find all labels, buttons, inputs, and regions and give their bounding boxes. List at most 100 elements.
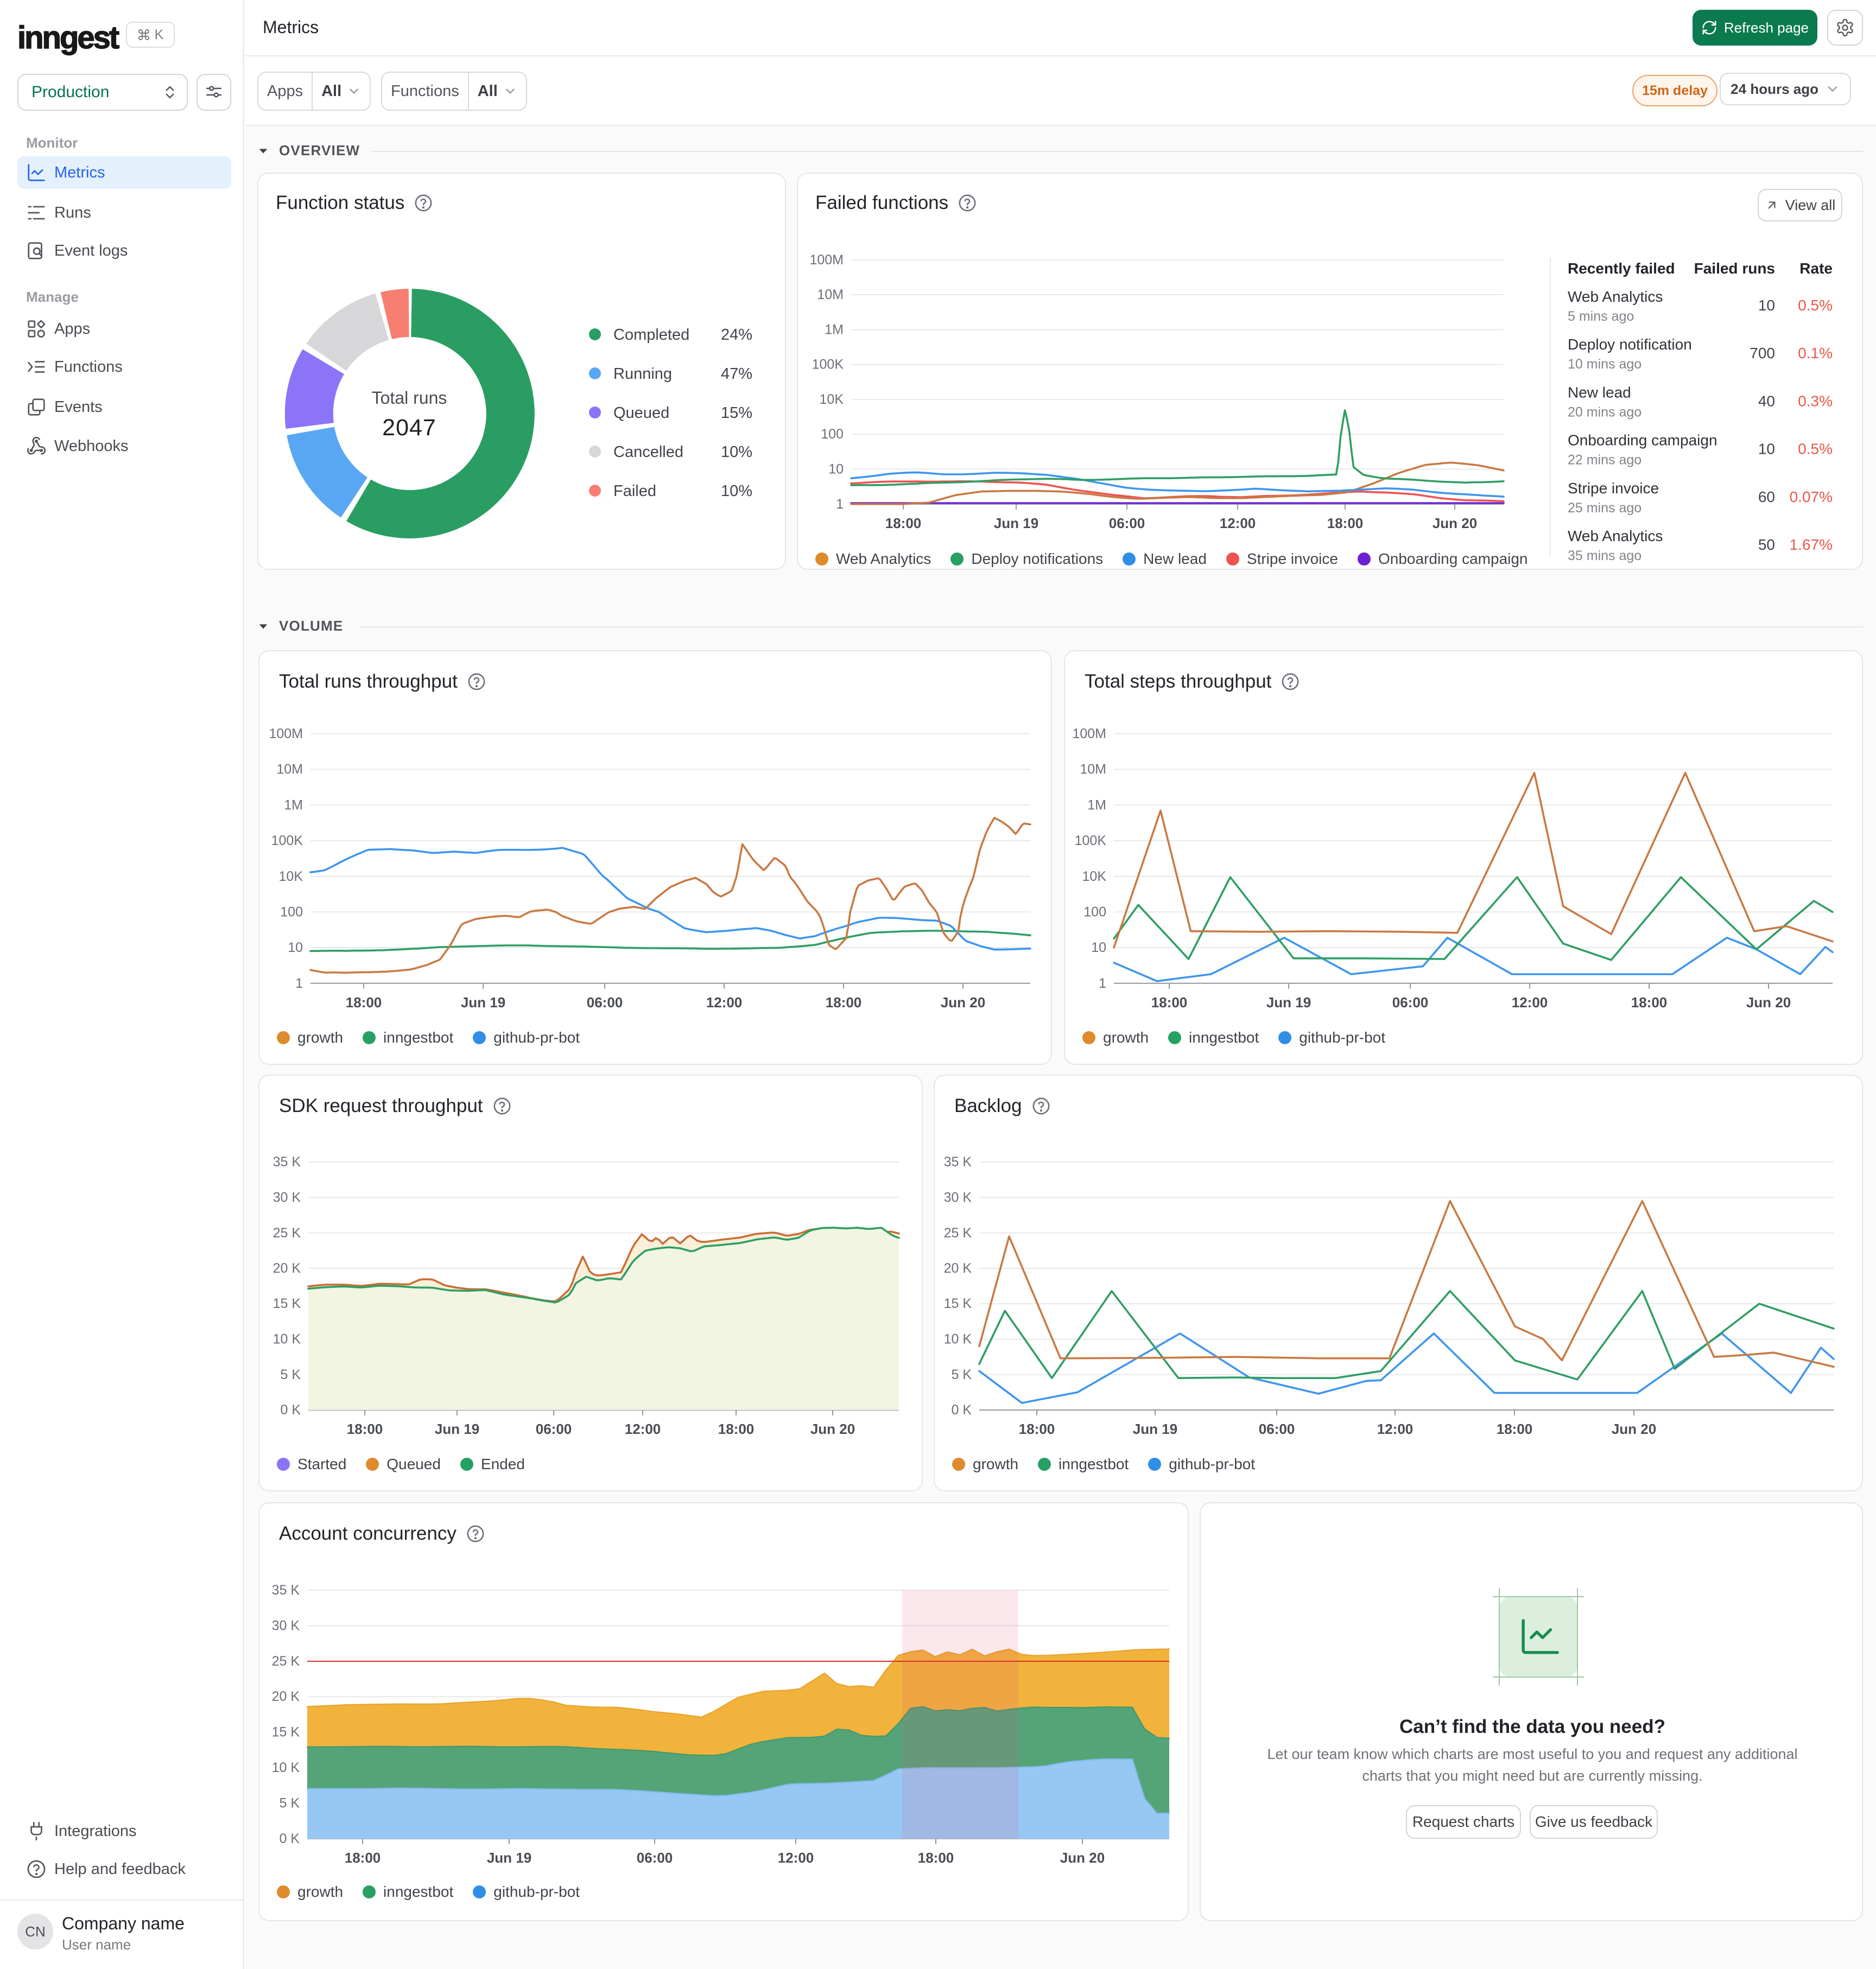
svg-text:12:00: 12:00: [1220, 515, 1256, 531]
svg-text:Jun 19: Jun 19: [1266, 994, 1311, 1011]
svg-text:Jun 20: Jun 20: [810, 1421, 855, 1437]
svg-text:30 K: 30 K: [273, 1190, 301, 1205]
svg-text:100K: 100K: [1075, 833, 1107, 848]
svg-text:New lead: New lead: [1568, 384, 1631, 401]
svg-text:10%: 10%: [721, 482, 752, 500]
svg-text:18:00: 18:00: [1151, 994, 1188, 1011]
svg-text:10: 10: [1091, 940, 1106, 955]
svg-text:18:00: 18:00: [1631, 994, 1668, 1011]
svg-text:0.5%: 0.5%: [1798, 297, 1833, 314]
svg-text:Failed: Failed: [613, 482, 656, 500]
svg-text:50: 50: [1758, 536, 1775, 553]
svg-text:0.07%: 0.07%: [1790, 488, 1833, 505]
svg-text:06:00: 06:00: [1109, 515, 1145, 531]
svg-text:10M: 10M: [276, 762, 303, 777]
svg-text:100: 100: [821, 427, 844, 442]
svg-text:10K: 10K: [1082, 869, 1107, 884]
svg-text:20 K: 20 K: [273, 1261, 301, 1276]
svg-text:10: 10: [1758, 441, 1775, 458]
svg-text:47%: 47%: [721, 365, 752, 383]
svg-text:30 K: 30 K: [944, 1190, 972, 1205]
svg-text:Web Analytics: Web Analytics: [1568, 288, 1663, 305]
svg-text:12:00: 12:00: [1512, 994, 1548, 1011]
svg-text:20 K: 20 K: [944, 1261, 972, 1276]
svg-text:1.67%: 1.67%: [1790, 536, 1833, 553]
svg-text:18:00: 18:00: [345, 1850, 381, 1866]
svg-text:35 K: 35 K: [944, 1154, 972, 1170]
svg-text:12:00: 12:00: [778, 1850, 814, 1866]
svg-text:Onboarding campaign: Onboarding campaign: [1568, 432, 1717, 449]
svg-text:40: 40: [1758, 392, 1775, 409]
svg-text:5 K: 5 K: [951, 1367, 972, 1382]
svg-text:25 K: 25 K: [273, 1225, 301, 1241]
svg-text:Cancelled: Cancelled: [613, 443, 683, 461]
svg-text:24%: 24%: [721, 326, 752, 344]
svg-text:15%: 15%: [721, 404, 752, 422]
svg-text:06:00: 06:00: [637, 1850, 673, 1866]
svg-text:60: 60: [1758, 488, 1775, 505]
svg-text:Recently failed: Recently failed: [1568, 260, 1675, 277]
svg-text:10K: 10K: [279, 869, 303, 884]
svg-text:Jun 19: Jun 19: [435, 1421, 479, 1437]
svg-text:0 K: 0 K: [280, 1402, 301, 1418]
svg-text:Jun 20: Jun 20: [1746, 994, 1791, 1011]
svg-text:5 K: 5 K: [279, 1795, 300, 1811]
svg-text:20 mins ago: 20 mins ago: [1568, 404, 1642, 420]
svg-text:Total runs: Total runs: [372, 388, 447, 408]
svg-text:18:00: 18:00: [1019, 1421, 1055, 1437]
svg-text:1: 1: [1099, 976, 1106, 991]
svg-text:0 K: 0 K: [279, 1831, 300, 1846]
svg-text:18:00: 18:00: [346, 994, 382, 1011]
svg-text:18:00: 18:00: [718, 1421, 755, 1437]
svg-text:10 K: 10 K: [273, 1332, 301, 1347]
svg-text:Rate: Rate: [1799, 260, 1833, 277]
svg-text:15 K: 15 K: [273, 1296, 301, 1311]
svg-text:1M: 1M: [284, 797, 303, 812]
svg-text:100M: 100M: [1072, 726, 1106, 741]
svg-text:10: 10: [828, 461, 844, 477]
svg-text:10 mins ago: 10 mins ago: [1568, 357, 1642, 372]
svg-text:0.3%: 0.3%: [1798, 392, 1833, 409]
svg-text:Failed runs: Failed runs: [1694, 260, 1775, 277]
svg-text:1M: 1M: [825, 322, 844, 337]
svg-text:Jun 19: Jun 19: [994, 515, 1038, 531]
svg-text:15 K: 15 K: [944, 1296, 972, 1311]
svg-text:Jun 20: Jun 20: [941, 994, 985, 1011]
svg-text:10 K: 10 K: [944, 1332, 972, 1347]
svg-text:25 mins ago: 25 mins ago: [1568, 500, 1642, 516]
svg-text:10K: 10K: [820, 392, 844, 407]
svg-text:100: 100: [280, 904, 303, 919]
svg-text:1: 1: [295, 976, 303, 991]
svg-text:Jun 20: Jun 20: [1433, 515, 1477, 531]
svg-text:100M: 100M: [269, 726, 303, 741]
svg-text:700: 700: [1750, 345, 1775, 361]
svg-text:1M: 1M: [1087, 797, 1106, 812]
svg-text:10: 10: [1758, 297, 1775, 314]
svg-text:Jun 20: Jun 20: [1612, 1421, 1656, 1437]
svg-text:35 K: 35 K: [273, 1154, 301, 1170]
svg-text:100K: 100K: [271, 833, 303, 848]
svg-text:10 K: 10 K: [272, 1760, 300, 1775]
svg-text:20 K: 20 K: [272, 1689, 300, 1704]
svg-text:2047: 2047: [382, 415, 436, 441]
svg-text:Running: Running: [613, 365, 672, 383]
svg-text:100M: 100M: [809, 252, 844, 268]
svg-text:5 mins ago: 5 mins ago: [1568, 309, 1634, 324]
svg-text:100K: 100K: [812, 357, 844, 372]
svg-text:18:00: 18:00: [347, 1421, 383, 1437]
svg-text:10%: 10%: [721, 443, 752, 461]
svg-text:Jun 19: Jun 19: [461, 994, 505, 1011]
svg-text:Jun 19: Jun 19: [1133, 1421, 1177, 1437]
svg-text:10: 10: [288, 940, 303, 955]
svg-text:30 K: 30 K: [272, 1618, 300, 1633]
svg-text:12:00: 12:00: [706, 994, 743, 1011]
svg-text:100: 100: [1083, 904, 1106, 919]
svg-text:18:00: 18:00: [1327, 515, 1364, 531]
svg-text:06:00: 06:00: [587, 994, 623, 1011]
svg-text:35 mins ago: 35 mins ago: [1568, 548, 1642, 563]
svg-text:0 K: 0 K: [951, 1402, 972, 1418]
svg-text:18:00: 18:00: [1497, 1421, 1533, 1437]
svg-text:10M: 10M: [817, 287, 844, 302]
svg-text:Jun 19: Jun 19: [487, 1850, 531, 1866]
svg-text:18:00: 18:00: [885, 515, 922, 531]
